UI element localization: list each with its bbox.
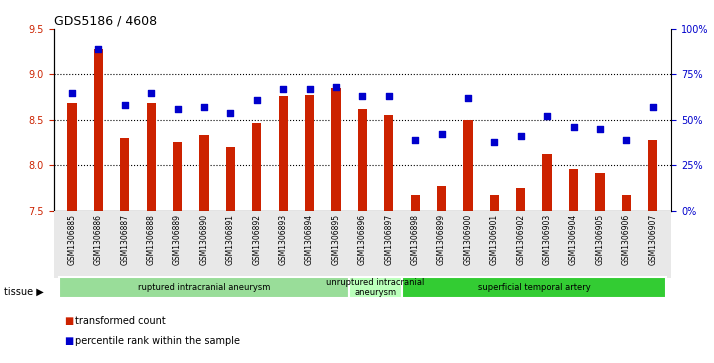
Point <box>172 106 183 112</box>
Point <box>304 86 316 92</box>
Text: GSM1306907: GSM1306907 <box>648 214 657 265</box>
Point <box>515 133 526 139</box>
Text: ■: ■ <box>64 336 74 346</box>
Bar <box>543 154 552 211</box>
Text: GSM1306886: GSM1306886 <box>94 214 103 265</box>
Bar <box>67 102 76 211</box>
Text: GSM1306903: GSM1306903 <box>543 214 552 265</box>
Bar <box>595 173 605 211</box>
Text: transformed count: transformed count <box>75 316 166 326</box>
Text: GSM1306888: GSM1306888 <box>146 214 156 265</box>
Text: GSM1306892: GSM1306892 <box>252 214 261 265</box>
Text: GSM1306889: GSM1306889 <box>173 214 182 265</box>
Bar <box>59 277 349 298</box>
Bar <box>94 49 103 211</box>
Text: GSM1306902: GSM1306902 <box>516 214 526 265</box>
Bar <box>411 195 420 211</box>
Point <box>93 46 104 52</box>
Point <box>251 97 263 103</box>
Text: GSM1306899: GSM1306899 <box>437 214 446 265</box>
Text: GSM1306906: GSM1306906 <box>622 214 630 265</box>
Point <box>462 95 473 101</box>
Text: GSM1306885: GSM1306885 <box>68 214 76 265</box>
Point <box>409 137 421 143</box>
Point <box>198 104 210 110</box>
Bar <box>252 122 261 211</box>
Text: GSM1306904: GSM1306904 <box>569 214 578 265</box>
Text: GDS5186 / 4608: GDS5186 / 4608 <box>54 15 156 28</box>
Text: GSM1306905: GSM1306905 <box>595 214 604 265</box>
Text: GSM1306890: GSM1306890 <box>199 214 208 265</box>
Point <box>356 93 368 99</box>
Text: GSM1306895: GSM1306895 <box>331 214 341 265</box>
Text: GSM1306887: GSM1306887 <box>121 214 129 265</box>
Text: tissue ▶: tissue ▶ <box>4 286 44 297</box>
Bar <box>648 140 658 211</box>
Bar <box>402 277 666 298</box>
Point <box>225 110 236 115</box>
Bar <box>437 186 446 211</box>
Bar <box>305 95 314 211</box>
Text: GSM1306891: GSM1306891 <box>226 214 235 265</box>
Text: percentile rank within the sample: percentile rank within the sample <box>75 336 240 346</box>
Point <box>119 102 131 108</box>
Bar <box>146 102 156 211</box>
Point <box>568 124 579 130</box>
Text: GSM1306901: GSM1306901 <box>490 214 499 265</box>
Text: GSM1306896: GSM1306896 <box>358 214 367 265</box>
Point <box>66 90 78 95</box>
Bar <box>173 142 182 211</box>
Bar <box>349 277 402 298</box>
Point <box>541 113 553 119</box>
Bar <box>358 109 367 211</box>
Text: GSM1306893: GSM1306893 <box>278 214 288 265</box>
Bar <box>120 138 129 211</box>
Bar <box>226 147 235 211</box>
Point <box>488 139 500 144</box>
Text: unruptured intracranial
aneurysm: unruptured intracranial aneurysm <box>326 278 425 297</box>
Text: GSM1306898: GSM1306898 <box>411 214 420 265</box>
Point <box>620 137 632 143</box>
Bar <box>463 120 473 211</box>
Text: ruptured intracranial aneurysm: ruptured intracranial aneurysm <box>138 283 270 292</box>
Bar <box>199 135 208 211</box>
Point <box>383 93 394 99</box>
Point <box>436 131 447 137</box>
Point <box>331 84 342 90</box>
Bar <box>516 188 526 211</box>
Point <box>278 86 289 92</box>
Point <box>594 126 605 132</box>
Text: ■: ■ <box>64 316 74 326</box>
Point <box>146 90 157 95</box>
Bar <box>490 195 499 211</box>
Text: GSM1306900: GSM1306900 <box>463 214 473 265</box>
Bar <box>278 96 288 211</box>
Text: GSM1306894: GSM1306894 <box>305 214 314 265</box>
Bar <box>331 88 341 211</box>
Bar <box>622 195 631 211</box>
Text: GSM1306897: GSM1306897 <box>384 214 393 265</box>
Point <box>647 104 658 110</box>
Bar <box>384 115 393 211</box>
Text: superficial temporal artery: superficial temporal artery <box>478 283 590 292</box>
Bar <box>569 169 578 211</box>
